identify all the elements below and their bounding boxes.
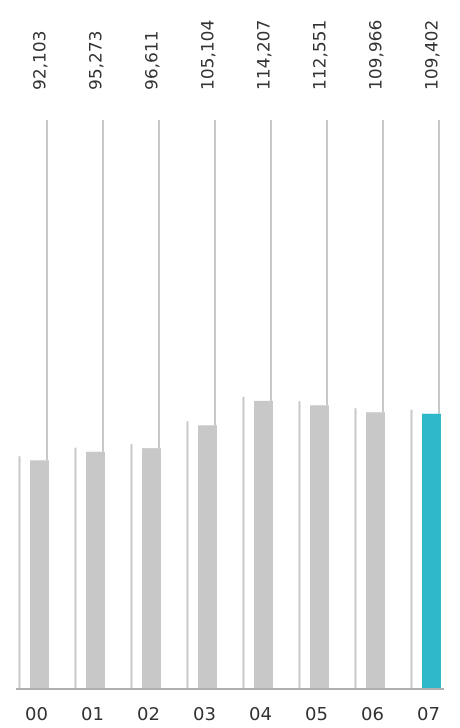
value-label-04: 114,207 bbox=[255, 20, 275, 90]
value-label-02: 96,611 bbox=[143, 31, 163, 90]
value-label-01: 95,273 bbox=[87, 31, 107, 90]
category-label-03: 03 bbox=[193, 704, 216, 725]
value-label-03: 105,104 bbox=[199, 20, 219, 90]
category-label-02: 02 bbox=[137, 704, 160, 725]
bar-04 bbox=[254, 400, 273, 688]
bar-05 bbox=[310, 405, 329, 688]
bars bbox=[30, 400, 441, 688]
bar-07 bbox=[422, 413, 441, 688]
value-label-00: 92,103 bbox=[31, 31, 51, 90]
category-labels: 00 01 02 03 04 05 06 07 bbox=[25, 704, 440, 725]
category-label-06: 06 bbox=[361, 704, 384, 725]
value-label-06: 109,966 bbox=[367, 20, 387, 90]
value-label-07: 109,402 bbox=[423, 20, 443, 90]
value-labels: 92,103 95,273 96,611 105,104 114,207 112,551 1… bbox=[31, 20, 443, 90]
bar-00 bbox=[30, 460, 49, 688]
bar-01 bbox=[86, 451, 105, 688]
guide-lines bbox=[18, 120, 440, 688]
category-label-00: 00 bbox=[25, 704, 48, 725]
category-label-04: 04 bbox=[249, 704, 272, 725]
category-label-07: 07 bbox=[417, 704, 440, 725]
value-label-05: 112,551 bbox=[311, 20, 331, 90]
bar-06 bbox=[366, 412, 385, 688]
category-label-01: 01 bbox=[81, 704, 104, 725]
category-label-05: 05 bbox=[305, 704, 328, 725]
bar-03 bbox=[198, 425, 217, 688]
bar-02 bbox=[142, 448, 161, 688]
